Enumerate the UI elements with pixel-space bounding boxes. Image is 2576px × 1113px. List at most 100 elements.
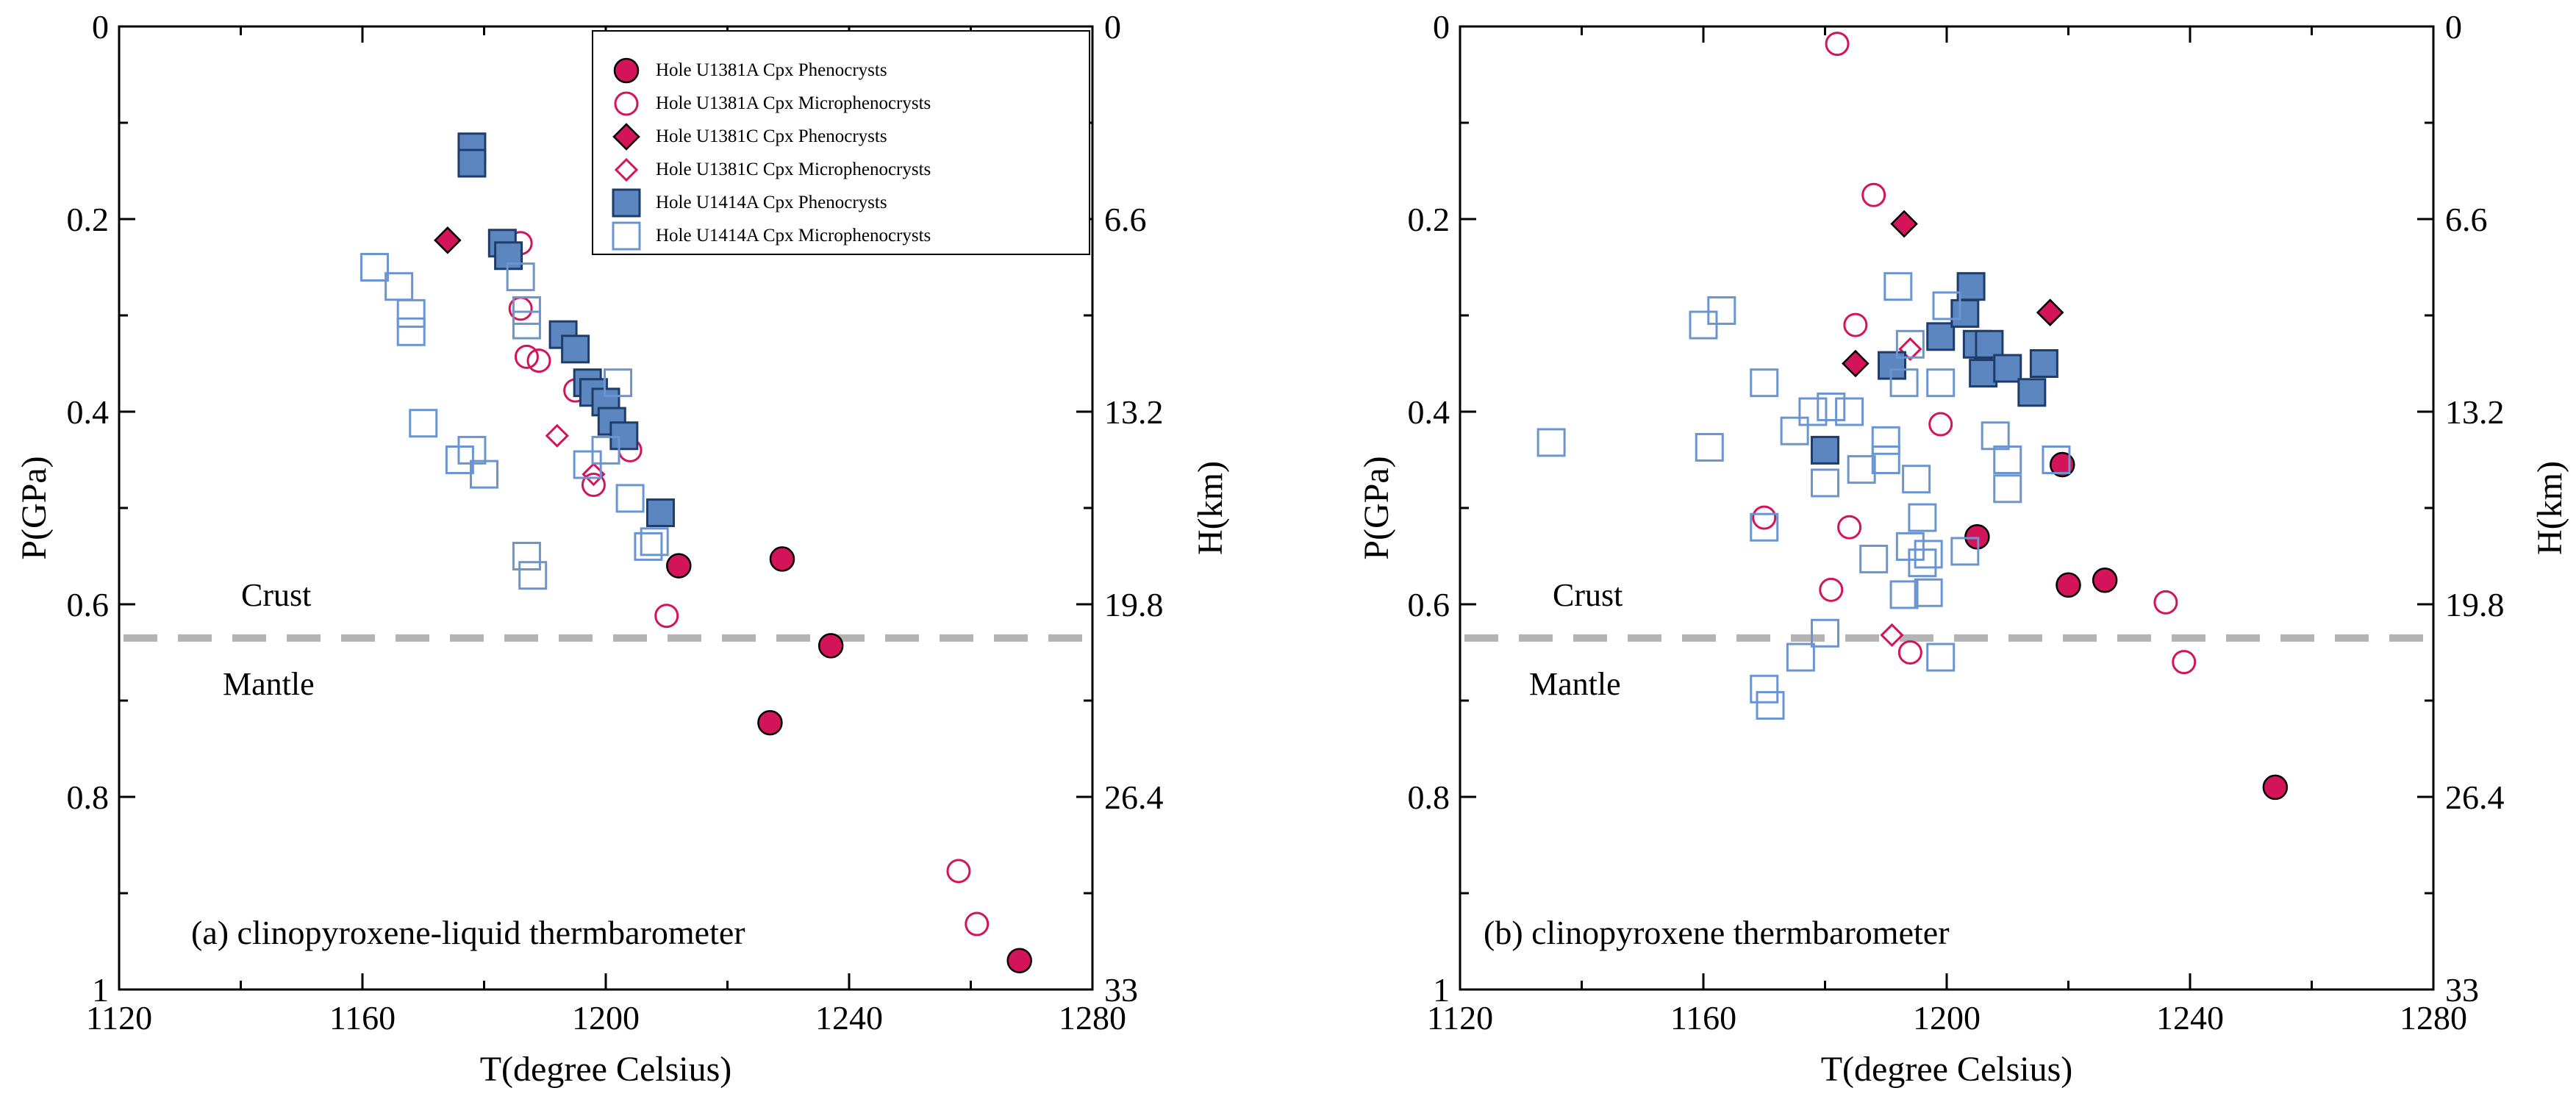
- panel-b-y2-tick-label: 6.6: [2445, 201, 2488, 238]
- data-point-u1414-phen: [457, 148, 487, 178]
- data-point-u1414-micro: [1695, 432, 1724, 462]
- legend-frame: [592, 30, 1090, 255]
- data-point-u1414-micro: [1871, 426, 1900, 455]
- data-point-u1414-micro: [640, 527, 669, 556]
- data-point-u1414-micro: [1889, 580, 1919, 609]
- data-point-a-micro: [654, 604, 679, 629]
- panel-a-y-tick-label: 1: [92, 971, 109, 1009]
- data-point-a-micro: [2153, 590, 2178, 615]
- data-point-u1414-micro: [591, 435, 620, 465]
- data-point-u1414-micro: [1883, 272, 1913, 301]
- data-point-u1414-micro: [1756, 691, 1785, 720]
- data-point-u1414-micro: [604, 368, 633, 398]
- data-point-a-micro: [1843, 312, 1868, 337]
- panel-b-y2-tick-label: 33: [2445, 971, 2479, 1009]
- panel-a-x-tick-label: 1240: [815, 999, 883, 1037]
- legend-marker-u1414-micro: [612, 221, 641, 251]
- data-point-u1414-micro: [1902, 465, 1931, 494]
- data-point-u1414-phen: [1811, 435, 1839, 465]
- data-point-u1414-phen: [1975, 329, 2004, 359]
- data-point-c-phen: [2036, 298, 2064, 326]
- data-point-u1414-micro: [1993, 445, 2022, 474]
- data-point-u1414-micro: [1817, 392, 1846, 421]
- panel-b-y-tick-label: 0.2: [1408, 201, 1450, 238]
- data-point-u1414-micro: [1750, 512, 1779, 542]
- panel-b-y-tick-label: 0: [1433, 8, 1450, 46]
- legend-marker-a-phen: [613, 57, 640, 84]
- data-point-a-micro: [1928, 412, 1953, 437]
- panel-b-frame: [1459, 25, 2435, 991]
- data-point-a-phen: [817, 633, 844, 659]
- panel-a-y2-tick-label: 13.2: [1104, 393, 1164, 431]
- data-point-u1414-micro: [1889, 368, 1919, 398]
- data-point-a-micro: [526, 348, 551, 373]
- panel-a-y-tick-label: 0: [92, 8, 109, 46]
- data-point-a-micro: [1825, 32, 1850, 57]
- data-point-u1414-phen: [1993, 354, 2022, 383]
- data-point-a-micro: [1819, 577, 1844, 602]
- data-point-u1414-phen: [2029, 349, 2058, 378]
- data-point-a-phen: [769, 546, 795, 572]
- data-point-u1414-phen: [609, 421, 639, 451]
- panel-a-x-axis-title: T(degree Celsius): [480, 1050, 732, 1089]
- data-point-u1414-phen: [645, 498, 675, 528]
- data-point-u1414-micro: [1871, 445, 1900, 474]
- data-point-u1414-micro: [615, 484, 645, 513]
- data-point-u1414-micro: [1914, 578, 1943, 607]
- panel-b-x-tick-label: 1280: [2400, 999, 2467, 1037]
- data-point-u1414-micro: [1835, 397, 1864, 426]
- data-point-u1414-micro: [1798, 397, 1828, 426]
- data-point-c-phen: [1890, 210, 1918, 238]
- data-point-u1414-micro: [360, 253, 390, 282]
- data-point-u1414-micro: [512, 542, 541, 570]
- panel-b-y2-tick-label: 19.8: [2445, 586, 2505, 623]
- data-point-u1414-micro: [1914, 540, 1943, 569]
- data-point-a-micro: [514, 344, 539, 369]
- panel-a-x-tick-label: 1160: [329, 999, 396, 1037]
- legend-marker-a-micro: [614, 91, 639, 116]
- data-point-u1414-micro: [470, 459, 498, 489]
- data-point-u1414-micro: [409, 409, 438, 438]
- data-point-c-micro: [545, 423, 569, 448]
- legend-entry-label: Hole U1414A Cpx Phenocrysts: [656, 193, 887, 212]
- panel-b-y-tick-label: 0.4: [1408, 393, 1450, 431]
- panel-a-data-points: [360, 132, 1032, 973]
- data-point-u1414-micro: [1707, 296, 1736, 325]
- panel-b-x-axis-title: T(degree Celsius): [1821, 1050, 2073, 1089]
- data-point-a-micro: [965, 912, 990, 937]
- data-point-u1414-phen: [1969, 359, 1998, 388]
- data-point-a-phen: [2056, 572, 2081, 598]
- data-point-u1414-micro: [1536, 428, 1566, 457]
- panel-b-x-tick-label: 1160: [1670, 999, 1736, 1037]
- data-point-u1414-micro: [1859, 544, 1889, 573]
- panel-a-y-tick-label: 0.8: [67, 779, 110, 816]
- panel-a: Crust Mantle 1120 1160 1200 1240 1280 0 …: [15, 8, 1230, 1089]
- data-point-u1414-micro: [1811, 468, 1839, 498]
- panel-b-data-points: [1536, 32, 2289, 801]
- panel-b-y2-axis-title: H(km): [2530, 461, 2569, 555]
- legend-marker-u1414-phen: [612, 188, 641, 218]
- data-point-u1414-micro: [396, 317, 426, 346]
- data-point-u1414-micro: [512, 310, 541, 340]
- data-point-u1414-micro: [1780, 416, 1809, 445]
- data-point-u1414-micro: [1926, 368, 1956, 398]
- panel-b-x-tick-label: 1240: [2156, 999, 2224, 1037]
- panel-a-y-tick-label: 0.4: [67, 393, 110, 431]
- data-point-a-micro: [1897, 640, 1922, 665]
- panel-b: Crust Mantle 1120 1160 1200 1240 1280 0 …: [1357, 8, 2569, 1089]
- data-point-a-micro: [2172, 650, 2197, 675]
- data-point-u1414-micro: [1981, 421, 2010, 451]
- data-point-u1414-micro: [573, 450, 602, 479]
- data-point-u1414-phen: [1950, 298, 1980, 328]
- panel-a-crust-label: Crust: [241, 577, 311, 613]
- data-point-a-micro: [1837, 515, 1862, 540]
- panel-a-x-tick-label: 1280: [1059, 999, 1126, 1037]
- panel-a-legend: Hole U1381A Cpx Phenocrysts Hole U1381A …: [592, 30, 1090, 255]
- data-point-u1414-micro: [506, 262, 535, 292]
- panel-b-x-tick-label: 1120: [1427, 999, 1493, 1037]
- panel-a-y-tick-label: 0.2: [67, 201, 110, 238]
- legend-entry-label: Hole U1381C Cpx Phenocrysts: [656, 126, 887, 146]
- data-point-u1414-micro: [1932, 291, 1961, 321]
- legend-entry-label: Hole U1381A Cpx Phenocrysts: [656, 60, 887, 80]
- data-point-u1414-micro: [1750, 368, 1779, 398]
